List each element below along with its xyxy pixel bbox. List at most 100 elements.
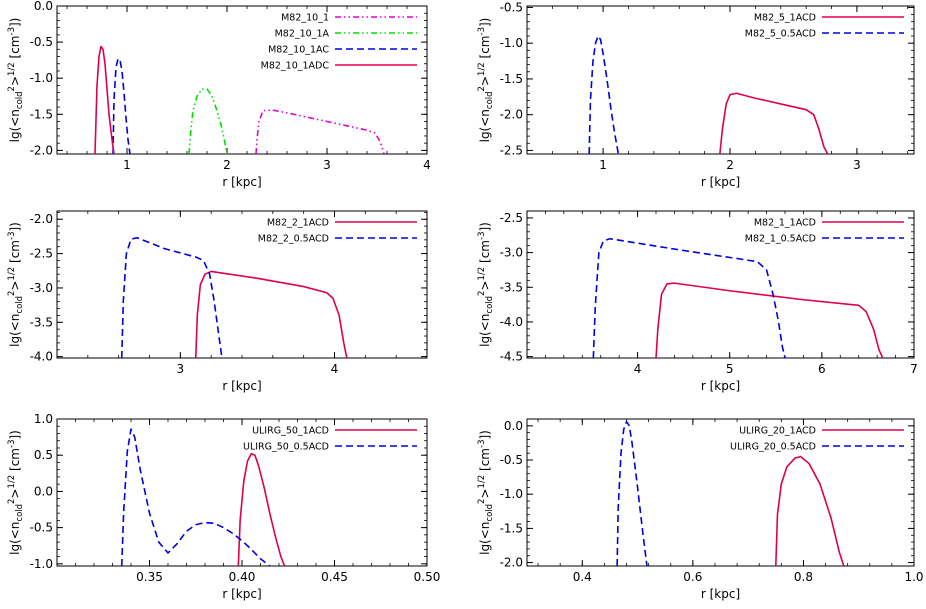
legend-label: M82_10_1ADC — [261, 61, 330, 72]
y-axis-title: lg(<ncold2>1/2 [cm-3]) — [7, 222, 25, 347]
x-tick-label: 3 — [853, 158, 861, 172]
series-line-ULIRG_20_0.5ACD — [616, 420, 648, 566]
x-tick-label: 3 — [323, 158, 331, 172]
y-tick-label: -0.5 — [500, 453, 523, 467]
legend-label: M82_2_0.5ACD — [258, 234, 329, 245]
plot-frame — [526, 210, 915, 359]
y-tick-label: 0.0 — [34, 484, 53, 498]
x-axis-title: r [kpc] — [701, 379, 740, 393]
y-tick-label: -2.0 — [500, 556, 523, 570]
x-tick-label: 2 — [726, 158, 734, 172]
y-tick-label: -1.0 — [500, 487, 523, 501]
x-tick-label: 4 — [634, 362, 642, 376]
x-tick-label: 4 — [331, 362, 339, 376]
x-axis-title: r [kpc] — [701, 175, 740, 189]
y-tick-label: -1.0 — [30, 71, 53, 85]
x-tick-label: 0.35 — [136, 570, 163, 584]
y-tick-label: -4.0 — [30, 350, 53, 364]
y-tick-label: -1.5 — [500, 72, 523, 86]
legend-label: M82_1_1ACD — [754, 218, 816, 229]
y-tick-label: -1.5 — [500, 521, 523, 535]
y-tick-label: -0.5 — [30, 521, 53, 535]
series-line-ULIRG_50_0.5ACD — [120, 428, 271, 566]
series-line-M82_2_0.5ACD — [120, 236, 223, 358]
x-tick-label: 1 — [599, 158, 607, 172]
y-tick-label: -3.0 — [500, 246, 523, 260]
y-tick-label: -2.0 — [30, 143, 53, 157]
legend-label: M82_1_0.5ACD — [745, 234, 816, 245]
x-tick-label: 7 — [910, 362, 918, 376]
series-line-ULIRG_50_1ACD — [237, 452, 286, 566]
y-tick-label: -2.5 — [500, 211, 523, 225]
legend-label: ULIRG_20_1ACD — [739, 426, 816, 437]
legend-label: M82_10_1A — [275, 29, 330, 40]
x-tick-label: 3 — [177, 362, 185, 376]
y-tick-label: 1.0 — [34, 412, 53, 426]
y-tick-label: -3.5 — [500, 280, 523, 294]
y-tick-label: -0.5 — [30, 35, 53, 49]
legend-label: M82_10_1 — [281, 13, 329, 24]
y-tick-label: -1.0 — [500, 36, 523, 50]
series-line-M82_1_1ACD — [655, 282, 884, 358]
legend-label: M82_5_1ACD — [754, 13, 816, 24]
x-tick-label: 0.6 — [683, 570, 702, 584]
series-line-M82_10_1ADC — [94, 45, 115, 154]
y-axis-title: lg(<ncold2>1/2 [cm-3]) — [7, 18, 25, 143]
series-line-M82_10_1AC — [112, 57, 131, 154]
y-tick-label: -4.5 — [500, 350, 523, 364]
legend-label: M82_2_1ACD — [267, 218, 329, 229]
y-tick-label: -1.0 — [30, 557, 53, 571]
series-line-M82_10_1A — [188, 88, 228, 154]
y-axis-title: lg(<ncold2>1/2 [cm-3]) — [7, 430, 25, 555]
x-tick-label: 6 — [818, 362, 826, 376]
y-axis-title: lg(<ncold2>1/2 [cm-3]) — [477, 430, 495, 555]
panel-6: 0.4 0.6 0.8 1.0 0.0 -0.5 -1.0 -1.5 -2.0 r [kpc] lg… — [477, 418, 924, 601]
series-line-M82_5_1ACD — [719, 92, 829, 154]
plot-frame — [526, 5, 915, 155]
x-axis-title: r [kpc] — [222, 587, 261, 601]
legend-label: M82_10_1AC — [268, 45, 329, 56]
panel-2: 1 2 3 -0.5 -1.0 -1.5 -2.0 -2.5 r [kpc] lg(<ncold2… — [477, 0, 915, 189]
y-tick-label: 0.0 — [504, 419, 523, 433]
x-tick-label: 1 — [123, 158, 131, 172]
panel-1: 1 2 3 4 0.0 -0.5 -1.0 -1.5 -2.0 r [kpc] lg(<ncold2… — [7, 0, 431, 189]
y-axis-title: lg(<ncold2>1/2 [cm-3]) — [477, 18, 495, 143]
x-axis-title: r [kpc] — [222, 175, 261, 189]
x-axis-title: r [kpc] — [701, 587, 740, 601]
x-tick-label: 0.4 — [573, 570, 592, 584]
y-tick-label: 0.5 — [34, 448, 53, 462]
series-line-M82_5_0.5ACD — [588, 35, 620, 154]
y-tick-label: 0.0 — [34, 0, 53, 13]
y-tick-label: -2.5 — [500, 143, 523, 157]
x-axis-title: r [kpc] — [222, 379, 261, 393]
y-tick-label: -4.0 — [500, 315, 523, 329]
plot-frame — [526, 418, 915, 567]
series-line-M82_10_1 — [255, 109, 385, 154]
y-tick-label: -2.0 — [30, 212, 53, 226]
series-line-ULIRG_20_1ACD — [774, 455, 845, 566]
legend-label: M82_5_0.5ACD — [745, 29, 816, 40]
y-tick-label: -2.5 — [30, 247, 53, 261]
panel-3: 3 4 -2.0 -2.5 -3.0 -3.5 -4.0 r [kpc] lg(<ncold2>… — [7, 210, 428, 393]
x-tick-label: 0.40 — [229, 570, 256, 584]
y-tick-label: -3.5 — [30, 315, 53, 329]
series-line-M82_1_0.5ACD — [592, 237, 786, 358]
y-tick-label: -0.5 — [500, 0, 523, 14]
y-axis-title: lg(<ncold2>1/2 [cm-3]) — [477, 222, 495, 347]
y-tick-label: -3.0 — [30, 281, 53, 295]
legend-label: ULIRG_50_1ACD — [252, 426, 329, 437]
y-tick-label: -2.0 — [500, 108, 523, 122]
y-tick-label: -1.5 — [30, 107, 53, 121]
x-tick-label: 0.50 — [414, 570, 441, 584]
plot-frame — [56, 5, 428, 155]
x-tick-label: 0.45 — [321, 570, 348, 584]
x-tick-label: 1.0 — [904, 570, 923, 584]
legend-label: ULIRG_20_0.5ACD — [730, 442, 816, 453]
plot-frame — [56, 210, 428, 359]
x-tick-label: 5 — [726, 362, 734, 376]
x-tick-label: 4 — [423, 158, 431, 172]
x-tick-label: 0.8 — [794, 570, 813, 584]
series-line-M82_2_1ACD — [194, 270, 348, 358]
